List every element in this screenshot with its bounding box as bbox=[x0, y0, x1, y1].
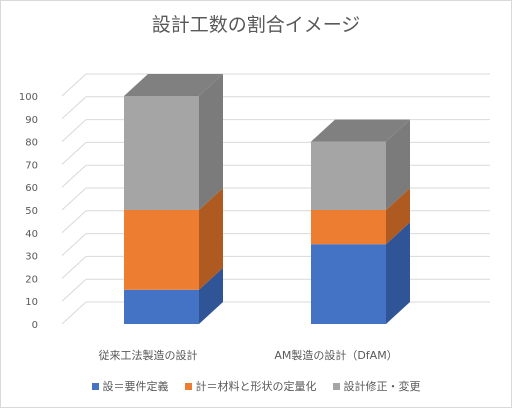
bar-segment bbox=[311, 141, 386, 210]
y-tick-label: 100 bbox=[19, 92, 38, 103]
y-tick-label: 10 bbox=[25, 297, 38, 308]
legend-item: 設計修正・変更 bbox=[332, 378, 421, 394]
legend-swatch bbox=[91, 382, 99, 390]
y-tick-label: 40 bbox=[25, 229, 38, 240]
y-tick-label: 20 bbox=[25, 274, 38, 285]
bar-segment bbox=[124, 289, 199, 324]
gridline-depth bbox=[61, 233, 87, 256]
bar-segment bbox=[124, 210, 199, 290]
x-category-label: 従来工法製造の設計 bbox=[99, 348, 198, 362]
y-tick-label: 90 bbox=[25, 115, 38, 126]
gridline-depth bbox=[61, 164, 87, 188]
bar-segment bbox=[311, 210, 386, 245]
bar-segment-side bbox=[199, 74, 223, 210]
gridline-depth bbox=[61, 119, 87, 142]
bar-segment-side bbox=[386, 188, 410, 245]
bar-segment-side bbox=[386, 222, 410, 324]
legend-swatch bbox=[184, 382, 192, 390]
y-tick-label: 60 bbox=[25, 183, 38, 194]
bar-segment-side bbox=[386, 119, 410, 210]
y-tick-label: 30 bbox=[25, 252, 38, 263]
gridline-depth bbox=[61, 73, 87, 97]
y-tick-label: 50 bbox=[25, 206, 38, 217]
gridline-depth bbox=[61, 96, 87, 120]
gridline-depth bbox=[61, 278, 87, 302]
y-tick-label: 0 bbox=[32, 320, 38, 331]
y-tick-label: 70 bbox=[25, 160, 38, 171]
legend-swatch bbox=[332, 382, 340, 390]
legend-item: 設＝要件定義 bbox=[91, 378, 169, 394]
bar-segment-side bbox=[199, 188, 223, 290]
gridline-depth bbox=[61, 301, 87, 325]
legend-item: 計＝材料と形状の定量化 bbox=[184, 378, 317, 394]
bar-segment bbox=[311, 244, 386, 324]
legend-label: 計＝材料と形状の定量化 bbox=[195, 380, 317, 393]
legend-label: 設＝要件定義 bbox=[102, 380, 169, 393]
gridline-depth bbox=[61, 210, 87, 234]
chart-title: 設計工数の割合イメージ bbox=[151, 14, 361, 36]
bar-segment bbox=[124, 96, 199, 210]
y-tick-label: 80 bbox=[25, 138, 38, 149]
bar-segment-side bbox=[199, 267, 223, 324]
x-category-label: AM製造の設計（DfAM） bbox=[274, 348, 397, 362]
gridline-depth bbox=[61, 142, 87, 165]
bar-top bbox=[124, 74, 223, 96]
gridline-depth bbox=[61, 187, 87, 211]
legend-label: 設計修正・変更 bbox=[343, 380, 421, 393]
gridline-depth bbox=[61, 256, 87, 279]
chart-legend: 設＝要件定義 計＝材料と形状の定量化 設計修正・変更 bbox=[0, 378, 512, 394]
bar-top bbox=[311, 119, 410, 142]
